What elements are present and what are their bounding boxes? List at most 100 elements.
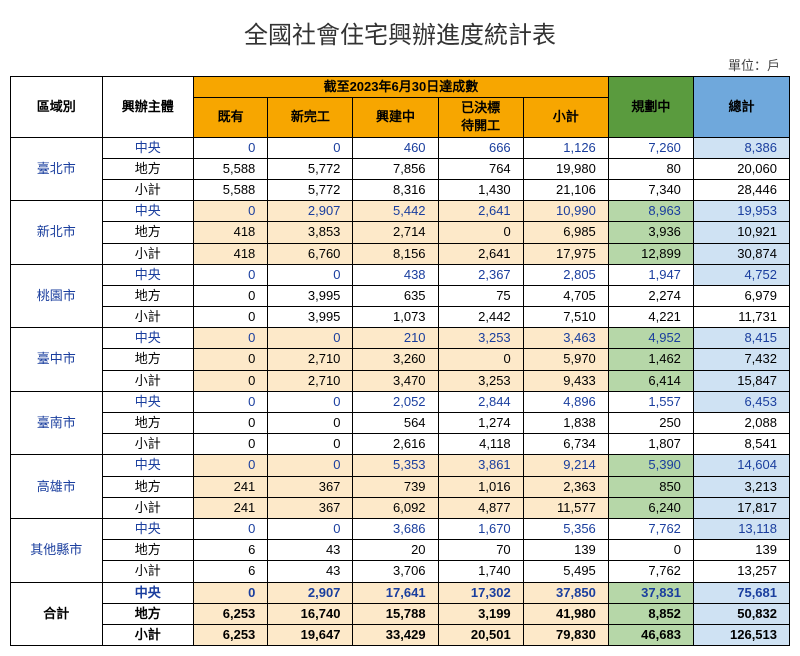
data-cell: 0 [194,582,268,603]
entity-cell: 地方 [102,413,194,434]
data-cell: 0 [268,391,353,412]
region-cell: 桃園市 [11,264,103,328]
data-cell: 460 [353,137,438,158]
data-cell: 3,936 [608,222,693,243]
data-cell: 0 [194,518,268,539]
data-cell: 9,214 [523,455,608,476]
table-row: 新北市中央02,9075,4422,64110,9908,96319,953 [11,201,790,222]
data-cell: 0 [194,455,268,476]
data-cell: 1,838 [523,413,608,434]
data-cell: 3,470 [353,370,438,391]
data-cell: 2,710 [268,349,353,370]
data-cell: 2,805 [523,264,608,285]
data-cell: 5,495 [523,561,608,582]
data-cell: 0 [194,391,268,412]
data-cell: 3,686 [353,518,438,539]
data-cell: 7,432 [693,349,789,370]
data-cell: 5,772 [268,179,353,200]
data-cell: 7,260 [608,137,693,158]
data-cell: 367 [268,476,353,497]
data-cell: 5,970 [523,349,608,370]
region-cell: 臺南市 [11,391,103,455]
data-cell: 1,740 [438,561,523,582]
col-group: 截至2023年6月30日達成數 [194,77,609,98]
data-cell: 1,807 [608,434,693,455]
data-cell: 75,681 [693,582,789,603]
data-cell: 126,513 [693,624,789,645]
region-cell: 臺中市 [11,328,103,392]
data-cell: 0 [194,349,268,370]
data-cell: 10,990 [523,201,608,222]
data-cell: 20,060 [693,158,789,179]
region-cell: 高雄市 [11,455,103,519]
table-row: 高雄市中央005,3533,8619,2145,39014,604 [11,455,790,476]
entity-cell: 地方 [102,540,194,561]
data-cell: 37,850 [523,582,608,603]
data-cell: 8,316 [353,179,438,200]
table-row: 地方4183,8532,71406,9853,93610,921 [11,222,790,243]
data-cell: 850 [608,476,693,497]
data-cell: 7,762 [608,518,693,539]
data-cell: 19,647 [268,624,353,645]
region-cell: 新北市 [11,201,103,265]
data-cell: 3,253 [438,370,523,391]
col-subtotal: 小計 [523,98,608,137]
data-cell: 1,430 [438,179,523,200]
data-cell: 0 [268,413,353,434]
data-cell: 6,253 [194,603,268,624]
data-cell: 5,588 [194,179,268,200]
data-cell: 3,253 [438,328,523,349]
table-row: 小計002,6164,1186,7341,8078,541 [11,434,790,455]
data-cell: 2,844 [438,391,523,412]
data-cell: 418 [194,243,268,264]
data-cell: 0 [194,434,268,455]
total-row: 小計6,25319,64733,42920,50179,83046,683126… [11,624,790,645]
data-cell: 20,501 [438,624,523,645]
data-cell: 0 [268,137,353,158]
col-region: 區域別 [11,77,103,138]
data-cell: 1,016 [438,476,523,497]
entity-cell: 中央 [102,328,194,349]
data-cell: 16,740 [268,603,353,624]
data-cell: 19,953 [693,201,789,222]
entity-cell: 小計 [102,243,194,264]
data-cell: 4,221 [608,307,693,328]
data-cell: 5,772 [268,158,353,179]
table-row: 小計5,5885,7728,3161,43021,1067,34028,446 [11,179,790,200]
data-cell: 2,907 [268,201,353,222]
data-cell: 12,899 [608,243,693,264]
table-row: 小計6433,7061,7405,4957,76213,257 [11,561,790,582]
data-cell: 5,356 [523,518,608,539]
data-cell: 0 [194,264,268,285]
data-cell: 30,874 [693,243,789,264]
data-cell: 0 [194,307,268,328]
data-cell: 43 [268,540,353,561]
data-cell: 17,975 [523,243,608,264]
data-cell: 6 [194,561,268,582]
data-cell: 1,947 [608,264,693,285]
data-cell: 367 [268,497,353,518]
data-cell: 4,705 [523,285,608,306]
data-cell: 1,073 [353,307,438,328]
data-cell: 2,088 [693,413,789,434]
data-cell: 0 [608,540,693,561]
data-cell: 418 [194,222,268,243]
data-cell: 3,213 [693,476,789,497]
region-cell: 臺北市 [11,137,103,201]
data-cell: 0 [194,285,268,306]
data-cell: 1,274 [438,413,523,434]
col-total: 總計 [693,77,789,138]
data-cell: 2,641 [438,243,523,264]
entity-cell: 中央 [102,137,194,158]
data-cell: 564 [353,413,438,434]
data-cell: 14,604 [693,455,789,476]
table-row: 地方64320701390139 [11,540,790,561]
data-cell: 0 [268,434,353,455]
data-cell: 0 [438,349,523,370]
table-row: 臺中市中央002103,2533,4634,9528,415 [11,328,790,349]
entity-cell: 地方 [102,603,194,624]
entity-cell: 小計 [102,370,194,391]
entity-cell: 地方 [102,349,194,370]
housing-table: 區域別 興辦主體 截至2023年6月30日達成數 規劃中 總計 既有 新完工 興… [10,76,790,646]
region-cell: 其他縣市 [11,518,103,582]
